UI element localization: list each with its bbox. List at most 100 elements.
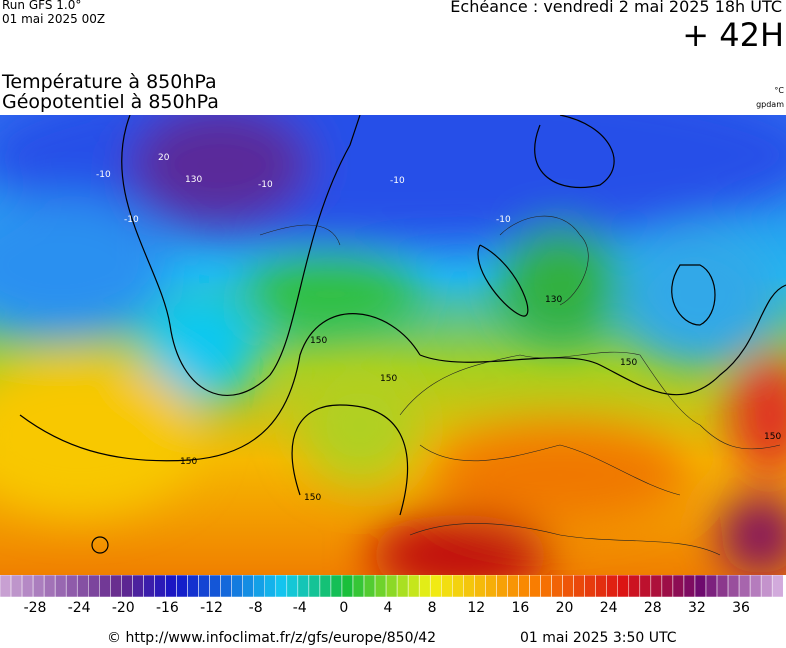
colorbar-cell [727, 575, 740, 597]
colorbar-cell [176, 575, 188, 597]
contour-label: 150 [180, 457, 197, 467]
colorbar-cell [507, 575, 519, 597]
contour-label: -10 [96, 170, 111, 180]
colorbar-cell [474, 575, 486, 597]
colorbar-cell [10, 575, 23, 597]
colorbar-cell [628, 575, 641, 597]
colorbar-tick-label: 0 [339, 600, 349, 616]
colorbar-cell [286, 575, 299, 597]
colorbar-cell [716, 575, 729, 597]
colorbar-cell [429, 575, 442, 597]
colorbar-tick-label: 24 [599, 600, 618, 616]
colorbar-cell [65, 575, 78, 597]
colorbar-cell [363, 575, 376, 597]
colorbar-cell [496, 575, 508, 597]
colorbar-cell [187, 575, 199, 597]
colorbar-tick-label: -12 [200, 600, 223, 616]
colorbar-cell [452, 575, 464, 597]
colorbar-cell [573, 575, 585, 597]
colorbar-cell [407, 575, 420, 597]
colorbar-cell [132, 575, 144, 597]
contour-label: 130 [545, 295, 562, 305]
colorbar-cell [738, 575, 751, 597]
colorbar-cell [694, 575, 707, 597]
contour-label: -10 [124, 215, 139, 225]
colorbar-cell [21, 575, 34, 597]
colorbar-cell [54, 575, 67, 597]
colorbar-cell [76, 575, 89, 597]
title-geo: Géopotentiel à 850hPa [2, 91, 219, 113]
valid-time: Echéance : vendredi 2 mai 2025 18h UTC [450, 0, 782, 16]
colorbar-cell [485, 575, 497, 597]
colorbar-cell [253, 575, 265, 597]
colorbar [0, 575, 784, 597]
contour-label: 150 [310, 336, 327, 346]
colorbar-cell [441, 575, 453, 597]
colorbar-cell [672, 575, 685, 597]
colorbar-tick-label: 4 [383, 600, 393, 616]
colorbar-cell [396, 575, 409, 597]
colorbar-cell [374, 575, 387, 597]
colorbar-cell [595, 575, 607, 597]
colorbar-cell [165, 575, 177, 597]
colorbar-cell [231, 575, 243, 597]
colorbar-tick-label: -28 [23, 600, 47, 616]
temperature-field [0, 115, 786, 575]
colorbar-cell [562, 575, 574, 597]
contour-label: 150 [304, 493, 321, 503]
colorbar-cell [198, 575, 210, 597]
colorbar-cell [463, 575, 475, 597]
colorbar-cell [319, 575, 332, 597]
contour-labels: 20 130 -10 -10 -10 -10 -10 150 150 150 150 130 150 15… [96, 153, 781, 503]
colorbar-cell [297, 575, 310, 597]
map: 20 130 -10 -10 -10 -10 -10 150 150 150 150 130 150 15… [0, 115, 786, 575]
colorbar-cell [308, 575, 321, 597]
colorbar-cell [154, 575, 166, 597]
colorbar-cell [43, 575, 56, 597]
contour-label: 150 [764, 432, 781, 442]
colorbar-tick-label: 28 [643, 600, 662, 616]
colorbar-tick-label: 36 [732, 600, 750, 616]
colorbar-cell [352, 575, 365, 597]
colorbar-cell [0, 575, 12, 597]
colorbar-tick-label: -8 [248, 600, 263, 616]
colorbar-tick-label: 32 [687, 600, 706, 616]
colorbar-cell [264, 575, 277, 597]
run-label: Run GFS 1.0° [2, 0, 82, 12]
contour-label: 150 [620, 358, 637, 368]
colorbar-tick-label: -4 [292, 600, 307, 616]
colorbar-cell [617, 575, 630, 597]
colorbar-cell [606, 575, 618, 597]
colorbar-cell [99, 575, 111, 597]
colorbar-cell [650, 575, 663, 597]
colorbar-tick-label: -20 [111, 600, 135, 616]
contour-label: -10 [390, 176, 405, 186]
unit-geo: gpdam [756, 100, 784, 109]
lead-time: + 42H [682, 16, 784, 54]
generated-time: 01 mai 2025 3:50 UTC [520, 630, 677, 646]
colorbar-cell [143, 575, 155, 597]
colorbar-ticks: -28 -24 -20 -16 -12 -8 -4 0 4 8 12 16 20 24 28 32 36 [0, 600, 786, 618]
contour-label: -10 [258, 180, 273, 190]
colorbar-cell [32, 575, 45, 597]
colorbar-cell [705, 575, 718, 597]
colorbar-cell [110, 575, 122, 597]
colorbar-cell [242, 575, 254, 597]
colorbar-tick-label: -24 [67, 600, 91, 616]
colorbar-cell [220, 575, 232, 597]
colorbar-cell [683, 575, 696, 597]
contour-label: -10 [496, 215, 511, 225]
colorbar-cell [661, 575, 674, 597]
colorbar-cell [529, 575, 541, 597]
colorbar-tick-label: -16 [155, 600, 179, 616]
colorbar-cell [639, 575, 652, 597]
colorbar-tick-label: 8 [427, 600, 437, 616]
colorbar-tick-label: 12 [467, 600, 486, 616]
coastlines [259, 215, 781, 556]
contour-label: 130 [185, 175, 202, 185]
colorbar-cell [88, 575, 100, 597]
colorbar-cell [760, 575, 773, 597]
colorbar-cell [551, 575, 563, 597]
colorbar-cell [385, 575, 398, 597]
